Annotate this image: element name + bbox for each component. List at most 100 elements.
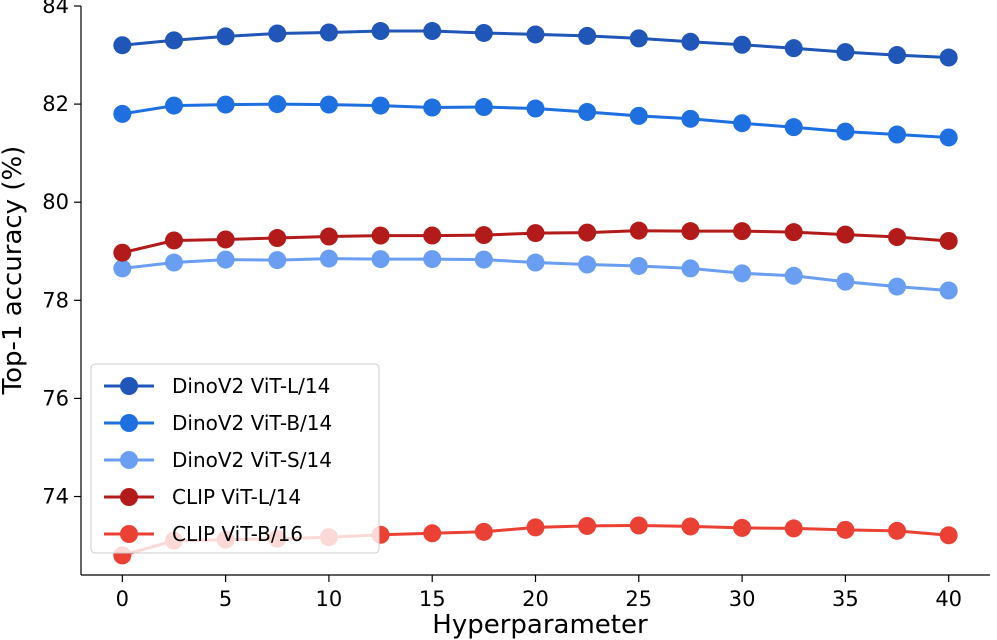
data-point: [836, 520, 855, 539]
legend-marker: [120, 377, 138, 395]
data-point: [319, 95, 338, 114]
data-point: [939, 128, 958, 147]
x-tick-label: 5: [219, 587, 232, 611]
data-point: [578, 102, 597, 121]
data-point: [836, 272, 855, 291]
legend-label: CLIP ViT-L/14: [172, 485, 301, 509]
x-tick-label: 10: [316, 587, 343, 611]
data-point: [268, 24, 287, 43]
series-dinov2-vit-s-14: [113, 249, 958, 300]
x-tick-label: 30: [729, 587, 756, 611]
data-point: [268, 251, 287, 270]
x-tick-label: 20: [522, 587, 549, 611]
data-point: [578, 223, 597, 242]
data-point: [319, 227, 338, 246]
legend-entry: DinoV2 ViT-S/14: [104, 448, 332, 472]
x-axis-label: Hyperparameter: [432, 610, 648, 640]
data-point: [216, 95, 235, 114]
data-point: [784, 223, 803, 242]
x-ticks: 0 5 10 15 20 25 30 35 40: [116, 575, 962, 611]
legend-marker: [120, 488, 138, 506]
legend-label: DinoV2 ViT-B/14: [172, 411, 332, 435]
legend-entries: DinoV2 ViT-L/14 DinoV2 ViT-B/14 DinoV2 ViT…: [104, 374, 332, 546]
data-point: [319, 23, 338, 42]
data-point: [164, 231, 183, 250]
data-point: [784, 39, 803, 58]
data-point: [423, 98, 442, 117]
data-point: [836, 122, 855, 141]
data-point: [578, 26, 597, 45]
data-point: [526, 99, 545, 118]
y-axis-label: Top-1 accuracy (%): [0, 146, 28, 396]
data-point: [681, 109, 700, 128]
data-point: [474, 250, 493, 269]
data-point: [216, 250, 235, 269]
data-point: [113, 36, 132, 55]
data-point: [681, 517, 700, 536]
data-point: [578, 255, 597, 274]
data-point: [939, 281, 958, 300]
data-point: [164, 253, 183, 272]
data-point: [629, 29, 648, 48]
y-tick-label: 74: [42, 485, 69, 509]
y-ticks: 74 76 78 80 82 84: [42, 0, 81, 509]
data-point: [784, 519, 803, 538]
legend-entry: CLIP ViT-B/16: [104, 522, 303, 546]
legend-box: [90, 363, 380, 554]
data-point: [939, 526, 958, 545]
data-point: [681, 32, 700, 51]
data-point: [319, 249, 338, 268]
y-tick-label: 84: [42, 0, 69, 18]
data-point: [888, 46, 907, 65]
data-point: [526, 224, 545, 243]
data-point: [526, 253, 545, 272]
legend-marker: [120, 525, 138, 543]
legend: DinoV2 ViT-L/14 DinoV2 ViT-B/14 DinoV2 ViT…: [90, 363, 380, 554]
data-point: [268, 95, 287, 114]
data-point: [423, 524, 442, 543]
series-dinov2-vit-b-14: [113, 95, 958, 147]
legend-entry: DinoV2 ViT-B/14: [104, 411, 332, 435]
data-point: [164, 96, 183, 115]
data-point: [681, 222, 700, 241]
data-point: [423, 22, 442, 41]
x-tick-label: 0: [116, 587, 129, 611]
data-point: [784, 266, 803, 285]
data-point: [216, 230, 235, 249]
legend-marker: [120, 414, 138, 432]
data-point: [423, 226, 442, 245]
data-point: [888, 228, 907, 247]
legend-entry: CLIP ViT-L/14: [104, 485, 301, 509]
data-point: [629, 516, 648, 535]
data-point: [733, 518, 752, 537]
y-tick-label: 82: [42, 92, 69, 116]
data-point: [371, 226, 390, 245]
data-point: [268, 229, 287, 248]
data-point: [733, 35, 752, 54]
data-point: [629, 221, 648, 240]
y-tick-label: 76: [42, 386, 69, 410]
data-point: [939, 231, 958, 250]
data-point: [733, 222, 752, 241]
legend-label: DinoV2 ViT-S/14: [172, 448, 332, 472]
legend-entry: DinoV2 ViT-L/14: [104, 374, 330, 398]
data-point: [733, 264, 752, 283]
data-point: [733, 114, 752, 133]
data-point: [836, 225, 855, 244]
data-point: [784, 118, 803, 137]
data-point: [888, 277, 907, 296]
data-point: [526, 518, 545, 537]
data-point: [474, 23, 493, 42]
data-point: [888, 125, 907, 144]
legend-label: CLIP ViT-B/16: [172, 522, 303, 546]
data-point: [526, 25, 545, 44]
data-point: [888, 521, 907, 540]
data-point: [474, 522, 493, 541]
data-point: [113, 243, 132, 262]
legend-marker: [120, 451, 138, 469]
data-point: [681, 259, 700, 278]
data-point: [474, 226, 493, 245]
x-tick-label: 40: [935, 587, 962, 611]
